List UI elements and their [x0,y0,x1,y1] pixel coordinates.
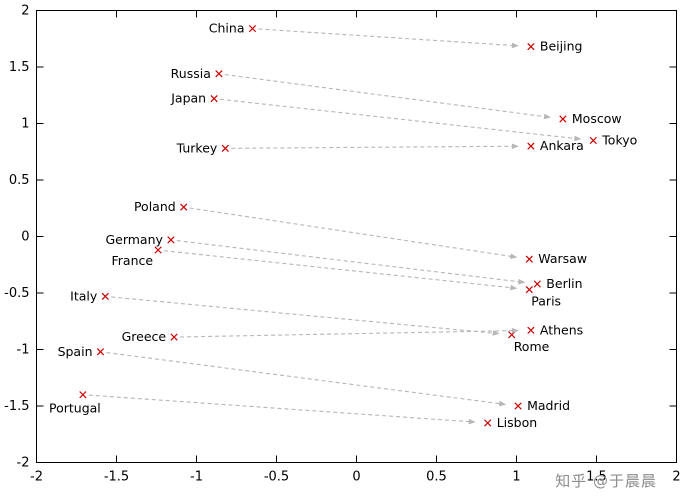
y-tick-label: -0.5 [4,286,29,301]
relation-arrow [106,351,501,405]
capital-label: Athens [540,322,583,337]
capital-label: Tokyo [601,132,637,147]
capital-label: Warsaw [538,251,587,266]
relation-arrow [231,145,513,149]
capital-label: Rome [514,339,550,354]
capital-label: Madrid [527,398,570,413]
x-tick-label: -2 [30,470,43,485]
point-marker-x [525,255,533,263]
point-marker-x [527,142,535,150]
arrowhead [492,330,500,336]
point-marker-x [170,333,178,341]
relation-arrow [88,394,470,423]
x-tick-label: -1.5 [104,470,129,485]
point-marker-x [559,115,567,123]
y-tick-label: -1.5 [4,399,29,414]
x-tick-label: -0.5 [264,470,289,485]
point-marker-x [167,236,175,244]
arrowhead [510,284,518,291]
y-tick-label: 0 [21,230,29,245]
country-label: Germany [105,232,163,247]
relation-arrow [176,240,520,283]
x-tick-label: -1 [190,470,203,485]
capital-label: Moscow [572,111,622,126]
relation-arrow [258,28,513,47]
capital-label: Ankara [540,138,584,153]
country-label: Japan [170,91,206,106]
relation-arrow [220,98,576,140]
x-tick-label: 0.5 [426,470,447,485]
country-label: China [209,21,245,36]
y-tick-label: -2 [17,456,30,471]
point-marker-x [79,391,87,399]
country-label: Turkey [176,140,218,155]
arrowhead [510,253,518,260]
capital-label: Berlin [546,276,582,291]
arrowhead [518,278,526,285]
country-label: Greece [122,329,167,344]
point-marker-x [508,331,516,339]
arrowhead [574,135,582,142]
relation-arrow [224,74,546,118]
watermark: 知乎 @于晨晨 [555,472,657,490]
capital-label: Beijing [540,39,583,54]
point-marker-x [180,203,188,211]
country-label: Spain [58,344,93,359]
point-marker-x [248,24,257,33]
arrowhead [543,113,552,120]
arrowhead [511,143,519,150]
x-tick-label: 1.5 [586,470,607,485]
point-marker-x [527,43,535,51]
country-label: Poland [134,199,176,214]
point-marker-x [527,326,535,334]
point-marker-x [221,144,229,152]
y-tick-label: 1 [21,117,29,132]
point-marker-x [210,95,218,103]
y-tick-label: 1.5 [9,60,30,75]
point-marker-x [533,280,541,288]
country-label: Russia [171,66,211,81]
relation-arrow [111,296,494,334]
point-marker-x [525,285,533,294]
point-marker-x [215,70,223,78]
y-tick-label: 2 [21,4,29,19]
point-marker-x [154,246,162,254]
point-marker-x [96,348,105,356]
country-label: Italy [70,288,98,303]
country-label: France [112,253,154,268]
point-marker-x [514,402,522,410]
x-tick-label: 1 [512,470,520,485]
point-marker-x [589,136,597,145]
relation-arrow [180,330,513,338]
x-tick-label: 0 [352,470,360,485]
relation-arrow [189,207,512,257]
relation-arrow [164,250,512,289]
y-tick-label: 0.5 [9,173,30,188]
capital-label: Paris [531,294,561,309]
capital-label: Lisbon [497,415,537,430]
arrowhead [498,400,507,407]
point-marker-x [484,419,492,427]
point-marker-x [101,292,109,301]
country-label: Portugal [49,401,101,416]
arrowhead [511,42,519,49]
arrowhead [468,418,476,425]
x-tick-label: 2 [672,470,680,485]
arrowhead [511,327,519,334]
y-tick-label: -1 [17,343,30,358]
